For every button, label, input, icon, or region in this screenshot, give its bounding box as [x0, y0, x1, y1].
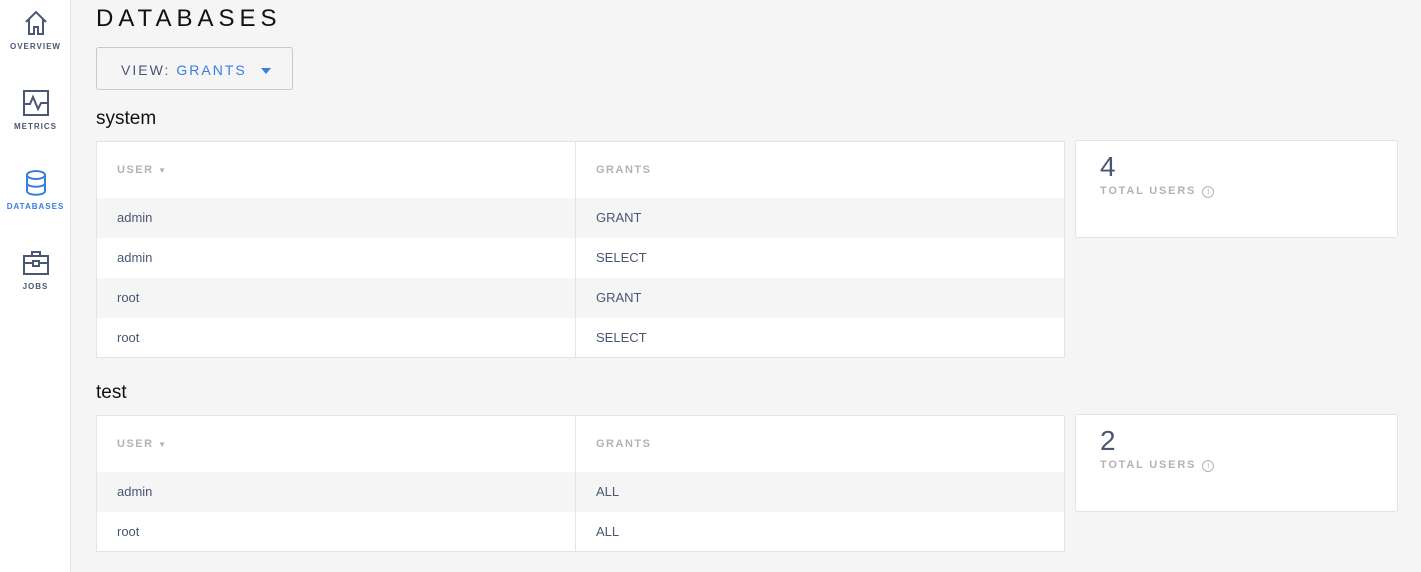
grant-cell: ALL — [575, 471, 1065, 512]
grant-cell: GRANT — [575, 197, 1065, 238]
column-header-user[interactable]: USER ▼ — [96, 141, 576, 198]
table-row: admin SELECT — [96, 237, 1065, 278]
caret-down-icon — [260, 68, 271, 75]
table-row: root SELECT — [96, 317, 1065, 358]
column-header-grants: GRANTS — [596, 437, 652, 450]
grants-table: USER ▼ GRANTS admin ALL root ALL — [96, 415, 1065, 552]
database-name: system — [96, 108, 157, 129]
sidebar-item-label: JOBS — [22, 282, 49, 291]
user-cell: root — [96, 277, 576, 318]
column-header-grants: GRANTS — [596, 163, 652, 176]
total-users-value: 2 — [1100, 425, 1116, 456]
briefcase-icon — [22, 251, 49, 275]
sidebar-item-jobs[interactable]: JOBS — [0, 250, 71, 291]
sidebar-item-label: DATABASES — [6, 202, 65, 211]
sort-icon: ▼ — [158, 165, 168, 175]
column-header-user[interactable]: USER ▼ — [96, 415, 576, 472]
summary-card: 2 TOTAL USERS i — [1075, 414, 1398, 512]
table-row: admin ALL — [96, 471, 1065, 512]
sidebar-item-label: OVERVIEW — [10, 42, 61, 51]
sort-icon: ▼ — [158, 439, 168, 449]
view-dropdown[interactable]: VIEW: GRANTS — [96, 47, 293, 90]
table-row: admin GRANT — [96, 197, 1065, 238]
user-cell: admin — [96, 197, 576, 238]
view-value: GRANTS — [176, 62, 247, 78]
sidebar-item-databases[interactable]: DATABASES — [0, 170, 71, 211]
sidebar-item-label: METRICS — [14, 122, 57, 131]
metrics-icon — [22, 90, 49, 116]
user-cell: root — [96, 511, 576, 552]
user-cell: admin — [96, 237, 576, 278]
info-icon[interactable]: i — [1202, 460, 1215, 472]
summary-card: 4 TOTAL USERS i — [1075, 140, 1398, 238]
total-users-value: 4 — [1100, 151, 1116, 182]
info-icon[interactable]: i — [1202, 186, 1215, 198]
total-users-label: TOTAL USERS — [1100, 185, 1197, 197]
total-users-label: TOTAL USERS — [1100, 459, 1197, 471]
sidebar: OVERVIEW METRICS DATABASES JOBS — [0, 0, 71, 572]
home-icon — [24, 10, 47, 35]
grants-table: USER ▼ GRANTS admin GRANT admin SELECT root… — [96, 141, 1065, 358]
table-row: root GRANT — [96, 277, 1065, 318]
grant-cell: GRANT — [575, 277, 1065, 318]
table-row: root ALL — [96, 511, 1065, 552]
grant-cell: SELECT — [596, 329, 647, 345]
user-cell: admin — [96, 471, 576, 512]
grant-cell: ALL — [596, 523, 620, 539]
user-cell: root — [96, 317, 576, 358]
sidebar-item-overview[interactable]: OVERVIEW — [0, 10, 71, 51]
grant-cell: SELECT — [596, 250, 647, 265]
database-name: test — [96, 382, 127, 403]
view-label: VIEW: — [121, 62, 171, 78]
sidebar-item-metrics[interactable]: METRICS — [0, 90, 71, 131]
page-title: DATABASES — [96, 5, 282, 32]
database-icon — [25, 170, 46, 196]
